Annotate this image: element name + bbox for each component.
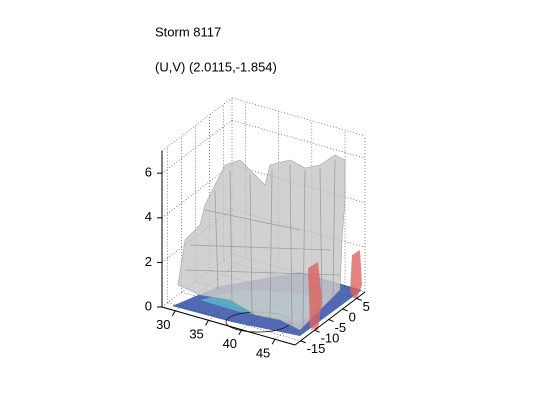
chart-subtitle: (U,V) (2.0115,-1.854) [155, 59, 277, 74]
surface [172, 154, 362, 336]
hot-spot [350, 250, 362, 300]
x-axis [161, 306, 296, 346]
y-tick-label: -5 [335, 320, 347, 335]
tick-mark [238, 329, 243, 336]
tick-mark [171, 310, 176, 317]
y-tick-label: 0 [349, 309, 356, 324]
x-tick-label: 45 [256, 346, 270, 361]
z-tick-label: 6 [145, 165, 152, 180]
y-tick-label: 5 [363, 299, 370, 314]
y-tick-label: -15 [307, 341, 326, 356]
x-tick-label: 35 [189, 327, 203, 342]
tick-mark [314, 329, 320, 333]
chart-title: Storm 8117 [155, 24, 221, 39]
surface-streaks [184, 159, 341, 329]
grid-line [231, 119, 366, 159]
z-tick-label: 0 [145, 298, 152, 313]
tick-mark [342, 308, 348, 312]
box-edge [231, 97, 366, 137]
z-tick-label: 4 [145, 209, 152, 224]
tick-mark [300, 340, 306, 344]
hot-spot [308, 262, 322, 330]
tick-mark [356, 297, 362, 301]
y-tick-label: -10 [321, 331, 340, 346]
tick-mark [271, 339, 276, 345]
x-tick-label: 40 [223, 336, 237, 351]
y-axis [294, 291, 366, 346]
x-tick-label: 30 [156, 317, 170, 332]
tick-mark [205, 320, 209, 326]
z-tick-label: 2 [145, 254, 152, 269]
tick-mark [328, 319, 334, 323]
